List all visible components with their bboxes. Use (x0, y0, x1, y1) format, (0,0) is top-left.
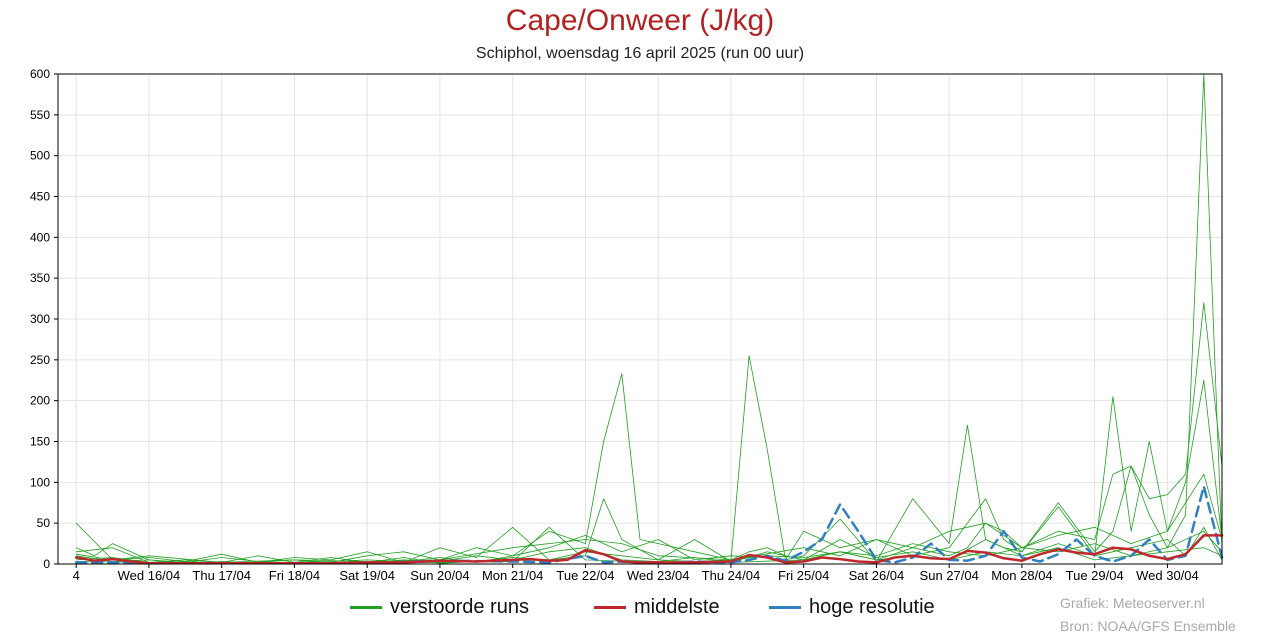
credit-graph: Grafiek: Meteoserver.nl (1060, 595, 1205, 611)
legend-swatch-green (350, 606, 382, 609)
legend-swatch-red (594, 606, 626, 609)
y-tick-label: 150 (30, 435, 50, 449)
credit-source: Bron: NOAA/GFS Ensemble (1060, 618, 1236, 634)
chart-title: Cape/Onweer (J/kg) (505, 4, 775, 37)
series-hoge-resolutie (74, 485, 1224, 565)
legend-label: hoge resolutie (809, 596, 935, 618)
series-verstoorde-run (75, 73, 1223, 563)
x-tick-label: Sat 19/04 (339, 568, 395, 583)
x-tick-label: Fri 25/04 (778, 568, 829, 583)
y-tick-label: 350 (30, 271, 50, 285)
axis-ticks: 0 50 100 150 200 250 300 350 400 450 500 550 600 4 Wed… (30, 67, 1199, 583)
x-tick-label: Mon 28/04 (991, 568, 1052, 583)
x-tick-label: Thu 17/04 (192, 568, 251, 583)
y-tick-label: 200 (30, 394, 50, 408)
x-tick-label: Tue 29/04 (1066, 568, 1124, 583)
x-tick-label: Tue 22/04 (556, 568, 614, 583)
chart-subtitle: Schiphol, woensdag 16 april 2025 (run 00… (475, 45, 805, 62)
y-tick-label: 550 (30, 108, 50, 122)
series-layer (74, 73, 1224, 565)
grid-lines (58, 73, 1222, 565)
y-tick-label: 100 (30, 475, 50, 489)
y-tick-label: 600 (30, 67, 50, 81)
x-tick-label: 4 (73, 568, 80, 583)
legend-item-hoge-resolutie: hoge resolutie (769, 596, 935, 619)
y-tick-label: 500 (30, 149, 50, 163)
y-tick-label: 50 (37, 516, 51, 530)
legend-swatch-blue (769, 606, 801, 609)
legend-label: verstoorde runs (390, 596, 529, 618)
y-tick-label: 250 (30, 353, 50, 367)
x-tick-label: Fri 18/04 (269, 568, 320, 583)
x-tick-label: Sun 20/04 (410, 568, 469, 583)
x-tick-label: Wed 16/04 (118, 568, 181, 583)
x-tick-label: Thu 24/04 (702, 568, 761, 583)
x-tick-label: Wed 30/04 (1136, 568, 1199, 583)
series-verstoorde-run (75, 355, 1223, 563)
y-tick-label: 450 (30, 190, 50, 204)
legend-item-middelste: middelste (594, 596, 720, 619)
y-tick-label: 300 (30, 312, 50, 326)
x-tick-label: Sun 27/04 (920, 568, 979, 583)
y-tick-label: 400 (30, 230, 50, 244)
x-tick-label: Sat 26/04 (849, 568, 905, 583)
legend-item-verstoorde-runs: verstoorde runs (350, 596, 529, 619)
series-middelste (74, 534, 1224, 565)
y-tick-label: 0 (43, 557, 50, 571)
x-tick-label: Mon 21/04 (482, 568, 543, 583)
legend-label: middelste (634, 596, 720, 618)
x-tick-label: Wed 23/04 (627, 568, 690, 583)
series-verstoorde-run (75, 473, 1223, 563)
